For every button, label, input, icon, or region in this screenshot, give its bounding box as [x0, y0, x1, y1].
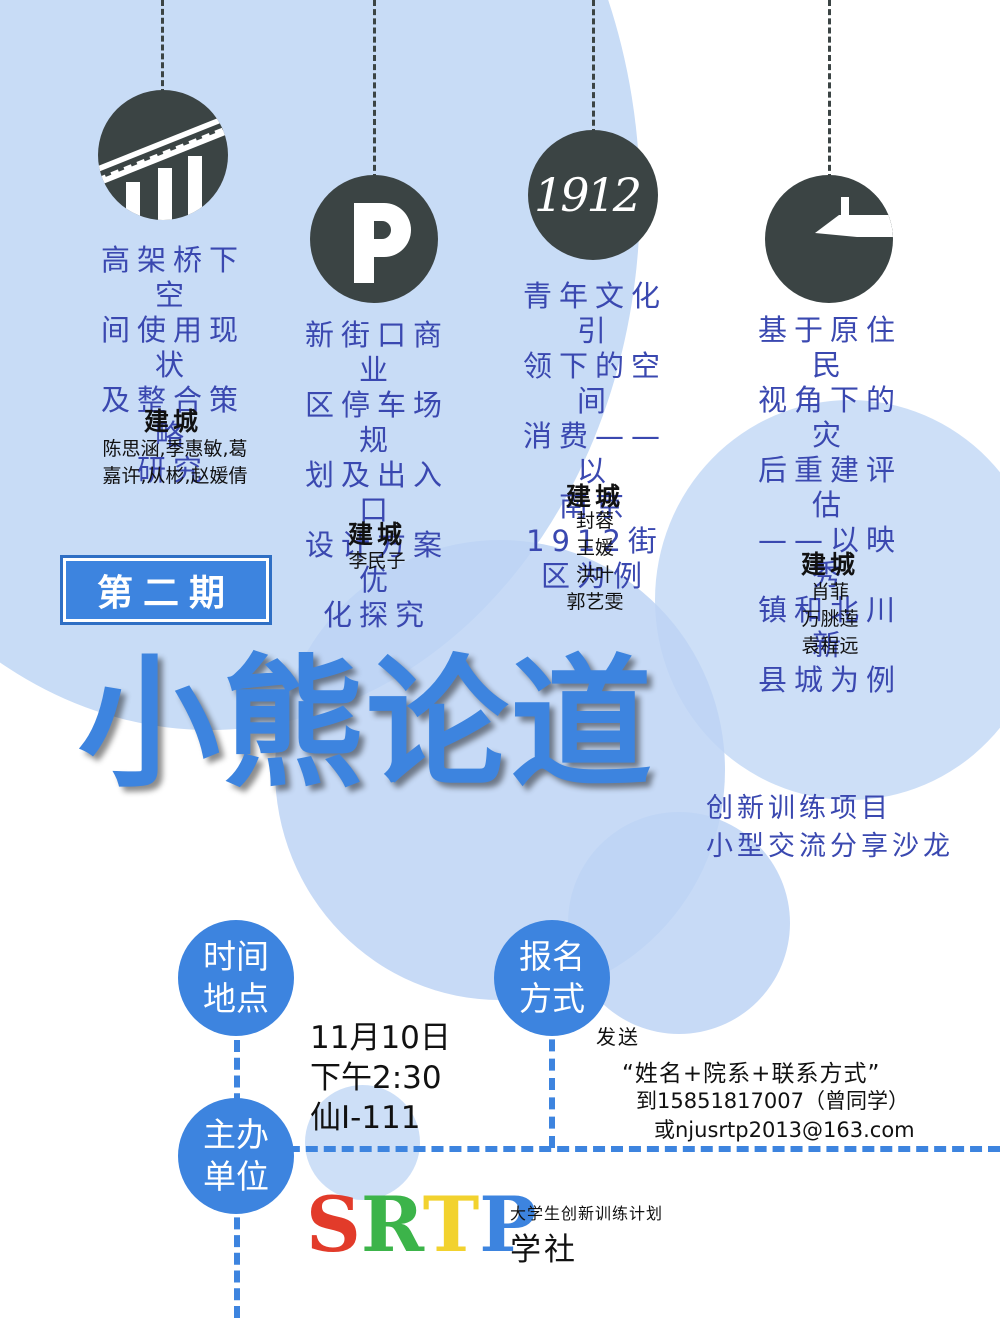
srtp-letter-t: T	[422, 1180, 480, 1269]
signup-info-email: 或njusrtp2013@163.com	[654, 1118, 915, 1142]
topic-names-1: 陈思涵,季惠敏,葛 嘉许,从彬,赵媛倩	[102, 438, 248, 487]
timeline-dash-horizontal	[234, 1146, 1000, 1152]
parking-p-icon	[310, 175, 438, 303]
pendant-string-1	[161, 0, 164, 95]
srtp-letter-s: S	[306, 1180, 361, 1269]
subtitle-line-2: 小型交流分享沙龙	[706, 831, 954, 862]
topic-dept-1: 建城	[143, 407, 202, 436]
topic-dept-3: 建城	[565, 482, 624, 511]
signup-badge: 报名 方式	[494, 920, 610, 1036]
pendant-string-2	[373, 0, 376, 180]
1912-logo-text: 1912	[534, 168, 642, 222]
1912-logo-icon: 1912	[528, 130, 658, 260]
topic-names-4: 肖菲 万脁莲 袁程远	[801, 581, 859, 657]
bg-bubble-tiny	[305, 1085, 420, 1200]
topic-names-2: 李民子	[348, 550, 406, 572]
srtp-letter-p: P	[479, 1180, 537, 1269]
topic-dept-4: 建城	[800, 550, 859, 579]
srtp-tagline: 大学生创新训练计划	[510, 1204, 664, 1223]
signup-info-send: 发送	[596, 1025, 640, 1049]
topic-title-2: 新街口商业 区停车场规 划及出入口 设计方案优 化探究	[304, 318, 449, 632]
signup-info-format: “姓名+院系+联系方式”	[622, 1061, 881, 1087]
srtp-letter-r: R	[360, 1180, 423, 1269]
organizer-badge: 主办 单位	[178, 1098, 294, 1214]
srtp-logo: SRTP	[306, 1185, 536, 1265]
time-info-hour: 下午2:30	[310, 1060, 442, 1096]
topic-title-1: 高架桥下空 间使用现状 及整合策略 研究	[100, 243, 245, 487]
time-info-date: 11月10日	[310, 1020, 451, 1056]
time-place-badge: 时间 地点	[178, 920, 294, 1036]
pendant-string-4	[828, 0, 831, 180]
topic-title-3: 青年文化引 领下的空间 消费——以 南京1912街 区为例	[522, 279, 667, 593]
topic-dept-2: 建城	[347, 520, 406, 549]
topic-title-4: 基于原住民 视角下的灾 后重建评估 ——以映秀 镇和北川新 县城为例	[757, 313, 902, 697]
srtp-name: 学社	[510, 1232, 578, 1268]
subtitle-line-1: 创新训练项目	[706, 793, 892, 824]
issue-stamp: 第二期	[60, 555, 272, 625]
timeline-dash-right	[549, 1020, 555, 1148]
pendant-string-3	[592, 0, 595, 135]
main-title: 小熊论道	[78, 642, 654, 807]
time-info-place: 仙I-111	[310, 1100, 421, 1136]
highway-bridge-icon	[98, 90, 228, 220]
signup-info-phone: 到15851817007（曾同学）	[636, 1089, 909, 1113]
topic-names-3: 封蓉 王媛 洪叶 郭艺雯	[566, 510, 624, 613]
house-roof-icon	[765, 175, 893, 303]
issue-stamp-text: 第二期	[96, 573, 235, 614]
